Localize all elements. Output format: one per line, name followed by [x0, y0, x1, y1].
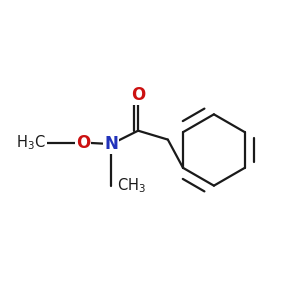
- Text: H$_3$C: H$_3$C: [16, 133, 46, 152]
- Text: O: O: [76, 134, 90, 152]
- Text: CH$_3$: CH$_3$: [117, 176, 146, 195]
- Text: N: N: [104, 135, 118, 153]
- Text: O: O: [131, 86, 145, 104]
